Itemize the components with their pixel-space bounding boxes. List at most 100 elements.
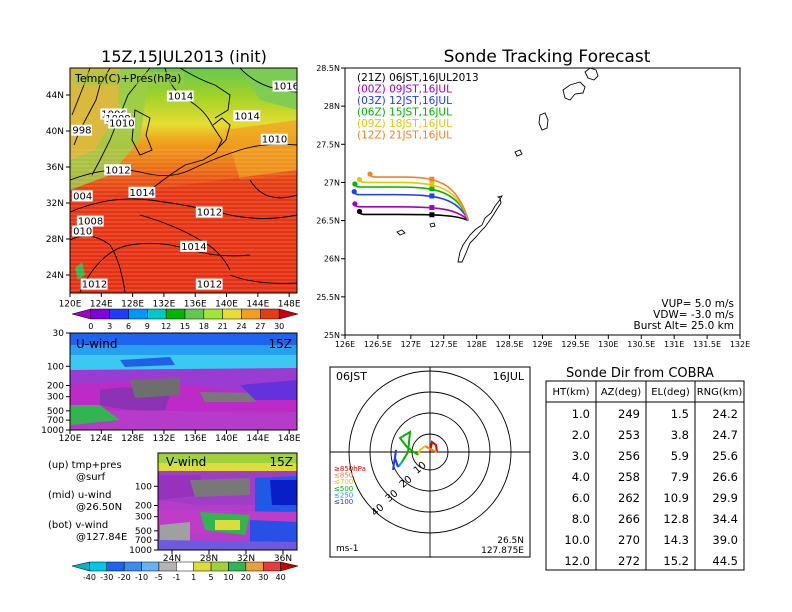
track-end-point xyxy=(356,208,363,215)
wind-colorbar-swatch xyxy=(89,561,108,572)
temp-map-label: Temp(C)+Pres(hPa) xyxy=(74,72,181,85)
temp-colorbar: 0 3 6 9 12 15 18 21 24 27 30 xyxy=(71,308,299,331)
track-x-tick: 127E xyxy=(401,340,421,349)
track-mid-marker xyxy=(429,205,435,211)
pressure-label-box xyxy=(108,117,135,129)
track-x-tick: 128.5E xyxy=(496,340,524,349)
track-end-point xyxy=(367,171,373,177)
wind-colorbar-tick: -30 xyxy=(100,573,113,582)
table-cell: 1.0 xyxy=(572,407,590,421)
temp-map: 1016101410141006100810109981010101210140… xyxy=(70,68,297,293)
table-cell: 272 xyxy=(618,554,640,568)
table-cell: 270 xyxy=(618,533,640,547)
u-x-tick: 132E xyxy=(152,434,175,444)
map-x-tick: 132E xyxy=(152,300,175,310)
temp-colorbar-swatch xyxy=(165,308,186,320)
table-cell: 266 xyxy=(618,512,640,526)
table-cell: 10.9 xyxy=(663,491,689,505)
temp-colorbar-swatch xyxy=(90,308,110,320)
pressure-label: 1014 xyxy=(181,242,206,253)
wind-colorbar-swatch xyxy=(280,561,299,572)
track-y-tick: 28N xyxy=(324,102,340,111)
note-sub: @127.84E xyxy=(76,532,127,543)
track-mid-marker xyxy=(429,181,435,187)
v-x-tick: 24N xyxy=(163,554,181,564)
pressure-label-box xyxy=(76,215,104,227)
map-x-tick: 128E xyxy=(121,300,144,310)
temp-colorbar-swatch xyxy=(184,308,205,320)
wind-colorbar: -40 -30 -20 -10 -5 -1 1 5 10 20 30 40 xyxy=(71,561,299,582)
u-x-tick: 136E xyxy=(184,434,207,444)
pressure-label-box xyxy=(71,124,92,136)
table-header: EL(deg) xyxy=(651,387,690,398)
track-mid-marker xyxy=(429,186,435,192)
temp-colorbar-tick: 30 xyxy=(274,322,284,331)
temp-colorbar-tick: 24 xyxy=(236,322,246,331)
u-y-tick: 700 xyxy=(47,416,64,426)
map-y-tick: 28N xyxy=(46,235,64,245)
table-cell: 2.0 xyxy=(572,428,590,442)
table-header: HT(km) xyxy=(553,387,590,398)
table-cell: 3.0 xyxy=(572,449,590,463)
wind-colorbar-swatch xyxy=(210,561,229,572)
wind-colorbar-tick: -40 xyxy=(83,573,96,582)
temp-colorbar-tick: 0 xyxy=(88,322,93,331)
temp-colorbar-swatch xyxy=(109,308,129,320)
track-x-tick: 126.5E xyxy=(364,340,392,349)
pressure-label: 1014 xyxy=(129,188,154,199)
table-border xyxy=(545,380,745,571)
track-legend-entry: (03Z) 12JST,16JUL xyxy=(357,95,452,107)
u-wind-section xyxy=(70,333,297,430)
u-x-tick: 148E xyxy=(278,434,301,444)
temp-colorbar-tick: 6 xyxy=(126,322,131,331)
map-x-tick: 136E xyxy=(184,300,207,310)
u-x-tick: 144E xyxy=(246,434,269,444)
table-cell: 29.9 xyxy=(712,491,738,505)
sonde-table: HT(km) AZ(deg) EL(deg) RNG(km) 1.0 249 1.5 24.2… xyxy=(545,380,745,571)
track-param: VDW= -3.0 m/s xyxy=(653,309,734,321)
track-legend-entry: (21Z) 06JST,16JUL2013 xyxy=(357,72,479,84)
table-cell: 15.2 xyxy=(663,554,689,568)
temp-map-title: 15Z,15JUL2013 (init) xyxy=(101,47,267,66)
v-x-tick: 28N xyxy=(200,554,218,564)
note-sub: @surf xyxy=(76,472,106,483)
track-y-tick: 28.5N xyxy=(316,64,340,73)
pressure-label-box xyxy=(260,133,288,145)
track-x-tick: 126E xyxy=(335,340,355,349)
u-y-tick: 30 xyxy=(53,329,65,339)
v-y-tick: 200 xyxy=(135,501,152,511)
track-end-point xyxy=(352,181,358,187)
track-x-tick: 129.5E xyxy=(561,340,589,349)
wind-colorbar-tick: 20 xyxy=(241,573,251,582)
pressure-label-box xyxy=(272,80,297,92)
table-cell: 10.0 xyxy=(564,533,590,547)
wind-colorbar-tick: -10 xyxy=(135,573,148,582)
map-x-tick: 140E xyxy=(215,300,238,310)
temp-colorbar-tick: 21 xyxy=(218,322,228,331)
temp-colorbar-swatch xyxy=(222,308,242,320)
u-y-tick: 200 xyxy=(47,381,64,391)
map-y-tick: 32N xyxy=(46,199,64,209)
table-header: RNG(km) xyxy=(697,387,743,398)
track-x-tick: 131E xyxy=(664,340,684,349)
rose-legend-entry: ≤250 xyxy=(334,491,353,499)
table-cell: 249 xyxy=(618,407,640,421)
track-x-tick: 129E xyxy=(532,340,552,349)
pressure-label: 1012 xyxy=(105,165,130,176)
v-y-tick: 100 xyxy=(135,482,152,492)
wind-colorbar-tick: -20 xyxy=(118,573,131,582)
wind-colorbar-tick: 30 xyxy=(258,573,268,582)
track-mid-marker xyxy=(429,193,435,199)
rose-legend-entry: ≤100 xyxy=(334,498,353,506)
table-cell: 7.9 xyxy=(671,470,689,484)
rose-unit: ms-1 xyxy=(336,544,358,554)
table-cell: 1.5 xyxy=(671,407,689,421)
v-y-tick: 500 xyxy=(135,527,152,537)
track-x-tick: 130.5E xyxy=(627,340,655,349)
track-y-tick: 26N xyxy=(324,255,340,264)
table-cell: 3.8 xyxy=(671,428,689,442)
track-x-tick: 127.5E xyxy=(430,340,458,349)
temp-colorbar-tick: 9 xyxy=(145,322,150,331)
temp-colorbar-swatch xyxy=(71,308,92,320)
